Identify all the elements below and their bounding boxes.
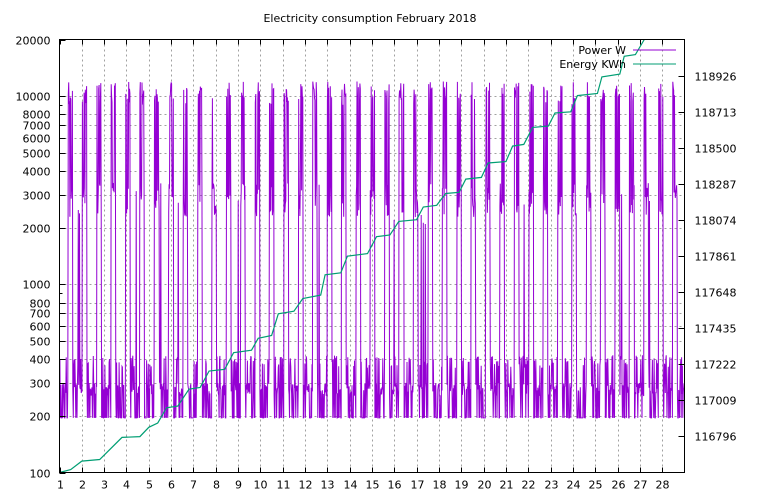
x-tick-label: 2 — [79, 479, 86, 492]
y2-tick-label: 118713 — [695, 107, 737, 120]
x-tick-label: 9 — [235, 479, 242, 492]
x-tick-label: 27 — [634, 479, 648, 492]
legend: Power W Energy KWh — [559, 44, 676, 71]
x-tick-label: 10 — [254, 479, 268, 492]
y-tick-label: 300 — [30, 378, 51, 391]
power-series — [59, 81, 685, 419]
x-tick-label: 7 — [190, 479, 197, 492]
power-line — [59, 81, 685, 419]
x-tick-label: 22 — [522, 479, 536, 492]
x-tick-label: 1 — [57, 479, 64, 492]
x-tick-label: 12 — [299, 479, 313, 492]
y-tick-label: 7000 — [23, 120, 51, 133]
x-tick-label: 26 — [612, 479, 626, 492]
x-tick-label: 18 — [433, 479, 447, 492]
y2-tick-label: 117648 — [695, 287, 737, 300]
y-tick-label: 200 — [30, 411, 51, 424]
y-tick-label: 20000 — [16, 35, 51, 48]
x-tick-label: 3 — [101, 479, 108, 492]
y2-tick-label: 118074 — [695, 215, 737, 228]
x-tick-label: 23 — [545, 479, 559, 492]
x-tick-label: 25 — [589, 479, 603, 492]
x-tick-label: 5 — [146, 479, 153, 492]
y-tick-label: 500 — [30, 336, 51, 349]
y2-tick-label: 117861 — [695, 251, 737, 264]
energy-line — [59, 39, 645, 474]
x-tick-label: 14 — [344, 479, 358, 492]
y2-tick-label: 118287 — [695, 179, 737, 192]
x-tick-label: 17 — [411, 479, 425, 492]
energy-series — [59, 39, 645, 474]
x-tick-label: 21 — [500, 479, 514, 492]
y-tick-label: 700 — [30, 308, 51, 321]
x-tick-label: 24 — [567, 479, 581, 492]
y-tick-label: 4000 — [23, 166, 51, 179]
y-tick-label: 100 — [30, 468, 51, 481]
y2-tick-label: 118500 — [695, 143, 737, 156]
y2-tick-label: 117009 — [695, 395, 737, 408]
y-tick-label: 400 — [30, 354, 51, 367]
y2-tick-label: 117222 — [695, 359, 737, 372]
x-tick-label: 15 — [366, 479, 380, 492]
legend-label-energy: Energy KWh — [559, 58, 626, 71]
chart-title: Electricity consumption February 2018 — [263, 12, 476, 25]
y-tick-label: 8000 — [23, 109, 51, 122]
y-tick-label: 1000 — [23, 279, 51, 292]
x-tick-label: 20 — [478, 479, 492, 492]
x-axis-ticks: 1 2 3 4 5 6 7 8 9 10 11 12 13 14 15 16 17 18 19 20 21 22 23 24 2… — [57, 39, 670, 492]
y-tick-label: 600 — [30, 321, 51, 334]
x-tick-label: 13 — [321, 479, 335, 492]
y2-tick-label: 116796 — [695, 431, 737, 444]
x-tick-label: 28 — [656, 479, 670, 492]
y2-tick-label: 118926 — [695, 71, 737, 84]
legend-label-power: Power W — [578, 44, 626, 57]
y2-axis-ticks: 116796 117009 117222 117435 117648 117861 1180… — [678, 71, 737, 444]
x-tick-label: 6 — [168, 479, 175, 492]
x-tick-label: 8 — [213, 479, 220, 492]
y2-tick-label: 117435 — [695, 323, 737, 336]
x-tick-label: 16 — [388, 479, 402, 492]
y-tick-label: 6000 — [23, 133, 51, 146]
y-tick-label: 3000 — [23, 190, 51, 203]
x-tick-label: 11 — [277, 479, 291, 492]
y-tick-label: 10000 — [16, 91, 51, 104]
y-tick-label: 5000 — [23, 148, 51, 161]
y-tick-label: 800 — [30, 298, 51, 311]
x-tick-label: 19 — [455, 479, 469, 492]
y-tick-label: 2000 — [23, 223, 51, 236]
x-tick-label: 4 — [123, 479, 130, 492]
